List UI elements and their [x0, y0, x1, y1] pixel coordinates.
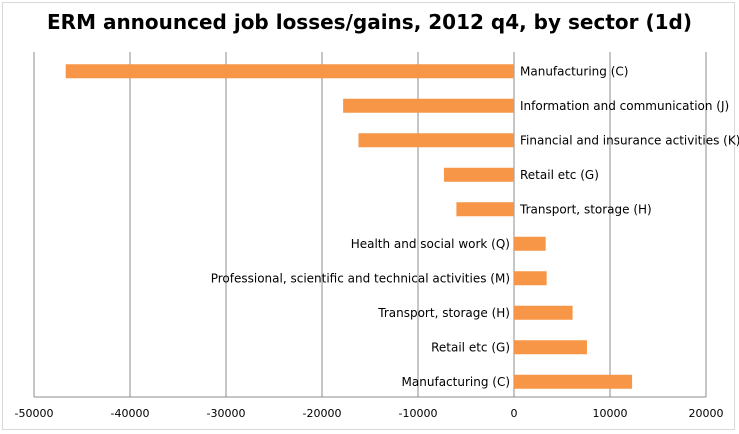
chart-title: ERM announced job losses/gains, 2012 q4,…: [47, 10, 692, 34]
bars: [65, 64, 633, 389]
bar: [514, 305, 573, 320]
category-label: Transport, storage (H): [377, 306, 510, 320]
category-label: Manufacturing (C): [402, 375, 510, 389]
x-axis: -50000 -40000 -30000 -20000 -10000 0 10000 2000…: [15, 396, 724, 420]
category-label: Transport, storage (H): [519, 202, 652, 216]
x-tick-label: -50000: [15, 407, 54, 420]
x-tick-label: -40000: [111, 407, 150, 420]
category-label: Professional, scientific and technical a…: [211, 271, 510, 285]
category-label: Retail etc (G): [520, 168, 599, 182]
category-label: Information and communication (J): [520, 99, 729, 113]
bar: [65, 64, 515, 79]
category-label: Health and social work (Q): [351, 237, 510, 251]
category-label: Manufacturing (C): [520, 64, 628, 78]
x-tick-label: -30000: [207, 407, 246, 420]
x-tick-label: -20000: [303, 407, 342, 420]
x-tick-label: 10000: [593, 407, 628, 420]
x-tick-label: 0: [511, 407, 518, 420]
category-labels: Manufacturing (C) Information and communi…: [211, 64, 739, 389]
bar: [456, 202, 514, 217]
x-tick-label: -10000: [399, 407, 438, 420]
category-label: Financial and insurance activities (K): [520, 133, 739, 147]
bar: [514, 340, 587, 355]
bar: [443, 167, 514, 182]
category-label: Retail etc (G): [431, 340, 510, 354]
bar: [514, 374, 633, 389]
bar: [514, 236, 546, 251]
bar: [343, 98, 514, 113]
bar: [358, 133, 514, 148]
bar: [514, 271, 547, 286]
x-tick-label: 20000: [689, 407, 724, 420]
